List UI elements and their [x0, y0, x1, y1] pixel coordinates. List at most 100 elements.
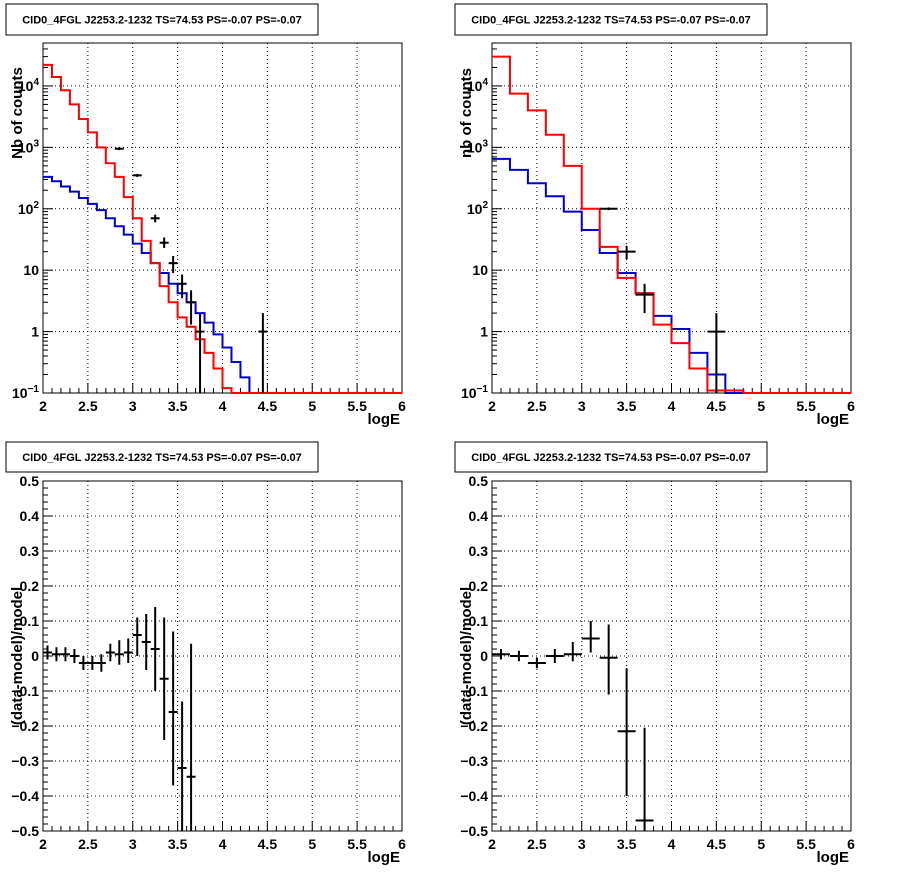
x-tick-label: 2 — [39, 836, 47, 852]
y-tick-label: −0.4 — [11, 788, 39, 804]
data-point — [114, 147, 124, 151]
x-tick-label: 2 — [39, 398, 47, 414]
x-tick-label: 3 — [578, 398, 586, 414]
panel-tl: CID0_4FGL J2253.2-1232 TS=74.53 PS=-0.07… — [5, 3, 406, 428]
data-point — [60, 647, 70, 662]
data-point — [132, 173, 142, 177]
data-point — [581, 621, 600, 653]
data-point — [545, 649, 564, 663]
y-tick-label: −0.3 — [460, 753, 488, 769]
x-tick-label: 4.5 — [707, 836, 727, 852]
y-tick-label: 0.4 — [469, 508, 489, 524]
panel-bl: CID0_4FGL J2253.2-1232 TS=74.53 PS=-0.07… — [5, 441, 406, 866]
data-point — [69, 649, 79, 663]
x-tick-label: 6 — [847, 836, 855, 852]
x-tick-label: 4 — [668, 398, 676, 414]
x-tick-label: 3.5 — [168, 398, 188, 414]
x-tick-label: 2 — [488, 836, 496, 852]
x-tick-label: 6 — [398, 398, 406, 414]
y-tick-exponent: 4 — [482, 77, 488, 88]
data-point — [177, 274, 187, 299]
panel-tr: CID0_4FGL J2253.2-1232 TS=74.53 PS=-0.07… — [454, 3, 855, 428]
y-tick-label: −0.5 — [460, 823, 488, 839]
data-point — [177, 701, 187, 831]
x-tick-label: 6 — [398, 836, 406, 852]
data-point — [599, 624, 618, 695]
y-tick-base: 10 — [18, 78, 34, 94]
y-tick-label: 1 — [480, 324, 488, 340]
x-tick-label: 3.5 — [617, 398, 637, 414]
x-tick-label: 4.5 — [258, 836, 278, 852]
y-tick-base: 10 — [467, 78, 483, 94]
x-tick-label: 2.5 — [527, 398, 547, 414]
x-tick-label: 5.5 — [347, 398, 367, 414]
x-tick-label: 4 — [668, 836, 676, 852]
y-tick-label: 10−1 — [12, 384, 39, 401]
y-tick-label: 0 — [31, 648, 39, 664]
x-tick-label: 5 — [757, 836, 765, 852]
y-tick-label: −0.5 — [11, 823, 39, 839]
title-box — [454, 3, 768, 36]
y-tick-label: 0.1 — [469, 613, 489, 629]
y-tick-label: 102 — [18, 200, 40, 217]
y-tick-base: 10 — [467, 201, 483, 217]
data-point — [159, 237, 169, 248]
x-tick-label: 5.5 — [347, 836, 367, 852]
data-point — [87, 656, 97, 670]
chart-title: CID0_4FGL J2253.2-1232 TS=74.53 PS=-0.07… — [22, 452, 302, 464]
y-tick-label: 104 — [467, 77, 489, 94]
data-point — [168, 631, 178, 786]
x-tick-label: 5.5 — [796, 836, 816, 852]
x-tick-label: 2.5 — [78, 836, 98, 852]
y-tick-label: 10 — [23, 262, 39, 278]
data-point — [186, 290, 196, 325]
data-point — [617, 245, 636, 260]
data-point — [599, 207, 618, 211]
data-point — [150, 214, 160, 223]
y-tick-label: 1 — [31, 324, 39, 340]
data-point — [114, 640, 124, 665]
data-point — [105, 643, 115, 662]
data-point — [141, 614, 151, 670]
y-tick-label: 10 — [472, 262, 488, 278]
data-point — [78, 656, 88, 670]
x-tick-label: 4.5 — [707, 398, 727, 414]
data-point — [132, 617, 142, 656]
total-model-histogram — [43, 63, 402, 394]
y-tick-label: 10−1 — [461, 384, 488, 401]
data-point — [159, 617, 169, 740]
y-tick-exponent: −1 — [477, 384, 489, 395]
x-tick-label: 4 — [219, 836, 227, 852]
data-point — [186, 643, 196, 831]
data-point — [509, 650, 528, 662]
y-tick-label: 104 — [18, 77, 40, 94]
panel-br: CID0_4FGL J2253.2-1232 TS=74.53 PS=-0.07… — [454, 441, 855, 866]
y-tick-label: 102 — [467, 200, 489, 217]
y-tick-label: −0.1 — [460, 683, 488, 699]
y-tick-label: 0 — [480, 648, 488, 664]
y-tick-label: 0.3 — [20, 543, 40, 559]
data-point — [123, 638, 133, 663]
y-tick-label: −0.4 — [460, 788, 488, 804]
data-point — [43, 645, 52, 660]
data-point — [492, 649, 510, 660]
title-box — [454, 441, 768, 473]
data-point — [527, 657, 546, 669]
y-tick-base: 10 — [18, 139, 34, 155]
y-axis-label: (data-model)/model — [458, 587, 475, 725]
x-tick-label: 3.5 — [168, 836, 188, 852]
chart-title: CID0_4FGL J2253.2-1232 TS=74.53 PS=-0.07… — [471, 452, 751, 464]
y-tick-label: 0.5 — [20, 473, 40, 489]
title-box — [5, 3, 319, 36]
x-axis-label: logE — [817, 411, 850, 428]
data-point — [96, 654, 106, 672]
y-tick-exponent: 3 — [33, 138, 39, 149]
x-axis-label: logE — [368, 411, 401, 428]
y-tick-base: 10 — [12, 385, 28, 401]
x-tick-label: 3 — [129, 836, 137, 852]
x-axis-label: logE — [368, 849, 401, 866]
data-point — [617, 668, 636, 796]
y-tick-label: −0.2 — [460, 718, 488, 734]
